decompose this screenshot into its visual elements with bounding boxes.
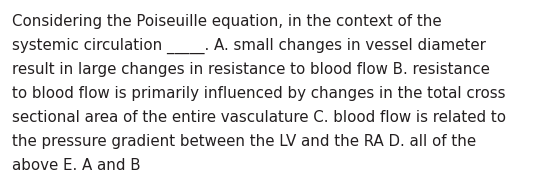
Text: sectional area of the entire vasculature C. blood flow is related to: sectional area of the entire vasculature… xyxy=(12,110,506,125)
Text: Considering the Poiseuille equation, in the context of the: Considering the Poiseuille equation, in … xyxy=(12,14,441,29)
Text: result in large changes in resistance to blood flow B. resistance: result in large changes in resistance to… xyxy=(12,62,490,77)
Text: systemic circulation _____. A. small changes in vessel diameter: systemic circulation _____. A. small cha… xyxy=(12,38,486,54)
Text: to blood flow is primarily influenced by changes in the total cross: to blood flow is primarily influenced by… xyxy=(12,86,506,101)
Text: the pressure gradient between the LV and the RA D. all of the: the pressure gradient between the LV and… xyxy=(12,134,476,149)
Text: above E. A and B: above E. A and B xyxy=(12,158,141,173)
